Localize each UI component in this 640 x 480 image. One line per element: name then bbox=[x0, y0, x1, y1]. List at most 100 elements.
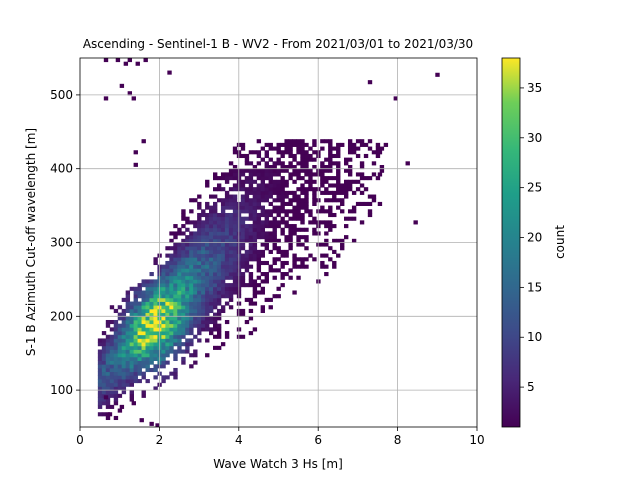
histogram-cell bbox=[232, 242, 238, 247]
histogram-cell bbox=[292, 142, 297, 147]
histogram-cell bbox=[244, 168, 250, 173]
histogram-cell bbox=[268, 249, 273, 254]
histogram-cell bbox=[216, 220, 222, 225]
histogram-cell bbox=[248, 198, 254, 203]
histogram-cell bbox=[193, 246, 198, 251]
histogram-cell bbox=[240, 142, 246, 147]
histogram-cell bbox=[232, 283, 238, 288]
x-tick-label: 8 bbox=[394, 433, 402, 447]
histogram-cell bbox=[232, 260, 238, 266]
histogram-cell bbox=[276, 187, 281, 192]
x-axis-label: Wave Watch 3 Hs [m] bbox=[213, 457, 343, 471]
histogram-cell bbox=[232, 201, 238, 206]
histogram-cell bbox=[129, 345, 134, 350]
histogram-cell bbox=[268, 235, 273, 240]
histogram-cell bbox=[260, 194, 265, 199]
histogram-cell bbox=[256, 139, 262, 144]
histogram-cell bbox=[201, 327, 206, 332]
histogram-cell bbox=[133, 342, 138, 347]
histogram-cell bbox=[324, 209, 329, 214]
histogram-cell bbox=[121, 386, 127, 391]
histogram-cell bbox=[240, 308, 246, 314]
histogram-cell bbox=[137, 316, 142, 321]
histogram-cell bbox=[121, 371, 127, 376]
outlier-cell bbox=[119, 404, 125, 409]
histogram-cell bbox=[145, 353, 150, 358]
histogram-cell bbox=[264, 275, 269, 280]
histogram-cell bbox=[296, 139, 301, 144]
histogram-cell bbox=[181, 242, 186, 247]
histogram-cell bbox=[347, 150, 353, 155]
histogram-cell bbox=[121, 353, 127, 358]
histogram-cell bbox=[264, 246, 269, 251]
histogram-cell bbox=[224, 286, 230, 291]
histogram-cell bbox=[324, 179, 329, 184]
histogram-cell bbox=[256, 249, 262, 254]
histogram-cell bbox=[347, 146, 353, 151]
histogram-cell bbox=[292, 224, 297, 229]
histogram-cell bbox=[153, 353, 158, 358]
histogram-cell bbox=[169, 246, 174, 251]
histogram-cell bbox=[244, 235, 250, 240]
histogram-cell bbox=[169, 238, 174, 243]
histogram-cell bbox=[173, 283, 178, 288]
histogram-cell bbox=[320, 253, 325, 258]
histogram-cell bbox=[189, 297, 194, 302]
histogram-cell bbox=[105, 319, 111, 325]
histogram-cell bbox=[336, 179, 341, 184]
histogram-cell bbox=[280, 249, 285, 254]
histogram-cell bbox=[197, 216, 202, 221]
histogram-cell bbox=[145, 308, 150, 314]
histogram-cell bbox=[213, 242, 218, 247]
histogram-cell bbox=[185, 338, 190, 343]
histogram-cell bbox=[197, 305, 202, 310]
histogram-cell bbox=[312, 139, 317, 144]
histogram-cell bbox=[113, 323, 119, 328]
histogram-cell bbox=[173, 279, 178, 284]
histogram-cell bbox=[228, 220, 234, 225]
histogram-cell bbox=[109, 353, 115, 358]
histogram-cell bbox=[133, 319, 138, 325]
histogram-cell bbox=[252, 249, 258, 254]
histogram-cell bbox=[117, 382, 123, 387]
histogram-cell bbox=[288, 172, 293, 177]
histogram-cell bbox=[153, 356, 158, 361]
histogram-cell bbox=[197, 268, 202, 273]
histogram-cell bbox=[197, 286, 202, 291]
histogram-cell bbox=[125, 297, 131, 302]
histogram-cell bbox=[220, 260, 226, 266]
histogram-cell bbox=[292, 168, 297, 173]
histogram-cell bbox=[193, 242, 198, 247]
histogram-cell bbox=[113, 393, 119, 398]
histogram-cell bbox=[161, 286, 166, 291]
histogram-cell bbox=[336, 190, 341, 195]
histogram-cell bbox=[189, 323, 194, 328]
histogram-cell bbox=[121, 331, 127, 336]
histogram-cell bbox=[344, 224, 349, 229]
histogram-cell bbox=[197, 231, 202, 236]
histogram-cell bbox=[161, 331, 166, 336]
histogram-cell bbox=[224, 176, 230, 181]
histogram-cell bbox=[121, 356, 127, 361]
histogram-cell bbox=[137, 334, 142, 339]
histogram-cell bbox=[149, 331, 154, 336]
histogram-cell bbox=[264, 161, 269, 166]
histogram-cell bbox=[129, 308, 134, 314]
histogram-cell bbox=[344, 216, 349, 221]
histogram-cell bbox=[161, 272, 166, 277]
histogram-cell bbox=[173, 224, 178, 229]
histogram-cell bbox=[137, 312, 142, 317]
histogram-cell bbox=[344, 168, 349, 173]
histogram-cell bbox=[125, 379, 131, 384]
histogram-cell bbox=[165, 334, 170, 339]
histogram-cell bbox=[244, 190, 250, 195]
histogram-cell bbox=[228, 275, 234, 280]
histogram-cell bbox=[304, 246, 309, 251]
histogram-cell bbox=[121, 308, 127, 314]
histogram-cell bbox=[161, 312, 166, 317]
histogram-cell bbox=[145, 305, 150, 310]
histogram-cell bbox=[181, 246, 186, 251]
outlier-cell bbox=[103, 58, 109, 63]
histogram-cell bbox=[248, 331, 254, 336]
